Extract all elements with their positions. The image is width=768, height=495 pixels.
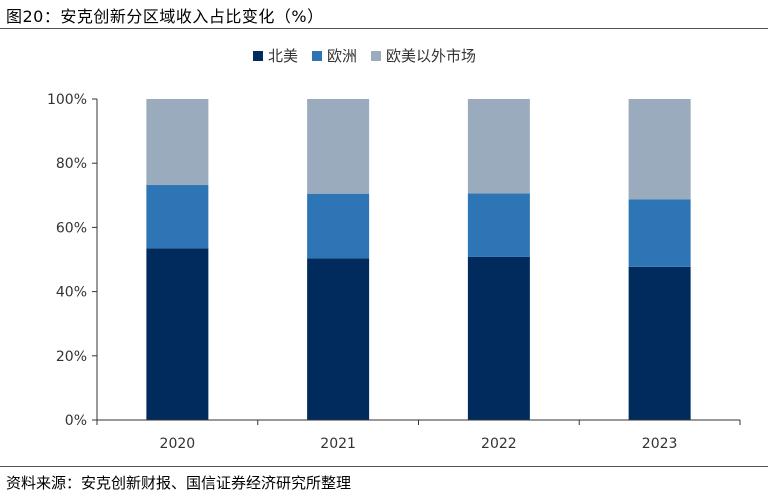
top-divider (0, 28, 768, 29)
y-tick-label: 20% (56, 349, 87, 365)
bar-segment (307, 193, 370, 259)
legend-swatch (371, 51, 382, 61)
legend-swatch (253, 51, 263, 61)
y-tick-label: 80% (56, 156, 87, 172)
stacked-bar-chart: 北美 欧洲 欧美以外市场 0% 20% 40% 60% 80% 100% 2020 2021 202… (47, 47, 741, 452)
y-tick-label: 0% (65, 413, 87, 429)
legend-swatch (312, 51, 323, 61)
bar-segment (146, 185, 209, 249)
y-tick-label: 100% (47, 92, 87, 108)
bar-segment (307, 258, 370, 420)
legend: 北美 欧洲 欧美以外市场 (253, 47, 476, 65)
bar-segment (146, 248, 209, 420)
bar-segment (628, 266, 691, 420)
bar-segment (467, 193, 530, 257)
x-tick-label: 2023 (642, 436, 678, 452)
bar-segment (628, 99, 691, 200)
y-tick-label: 60% (56, 220, 87, 236)
legend-label: 北美 (268, 47, 298, 65)
x-tick-label: 2021 (320, 436, 356, 452)
x-tick-label: 2022 (481, 436, 517, 452)
legend-label: 欧美以外市场 (386, 47, 476, 65)
y-tick-label: 40% (56, 285, 87, 301)
chart-title: 图20：安克创新分区域收入占比变化（%） (6, 7, 324, 26)
bar-segment (628, 199, 691, 267)
bar-segment (467, 256, 530, 420)
bar-segment (146, 99, 209, 186)
bar-segment (307, 99, 370, 194)
axes: 0% 20% 40% 60% 80% 100% 2020 2021 2022 2023 (47, 92, 741, 452)
x-tick-label: 2020 (160, 436, 196, 452)
source-note: 资料来源：安克创新财报、国信证券经济研究所整理 (6, 474, 352, 492)
bar-segment (467, 99, 530, 194)
bottom-divider (0, 466, 768, 467)
legend-label: 欧洲 (327, 47, 357, 65)
bars (146, 99, 691, 420)
